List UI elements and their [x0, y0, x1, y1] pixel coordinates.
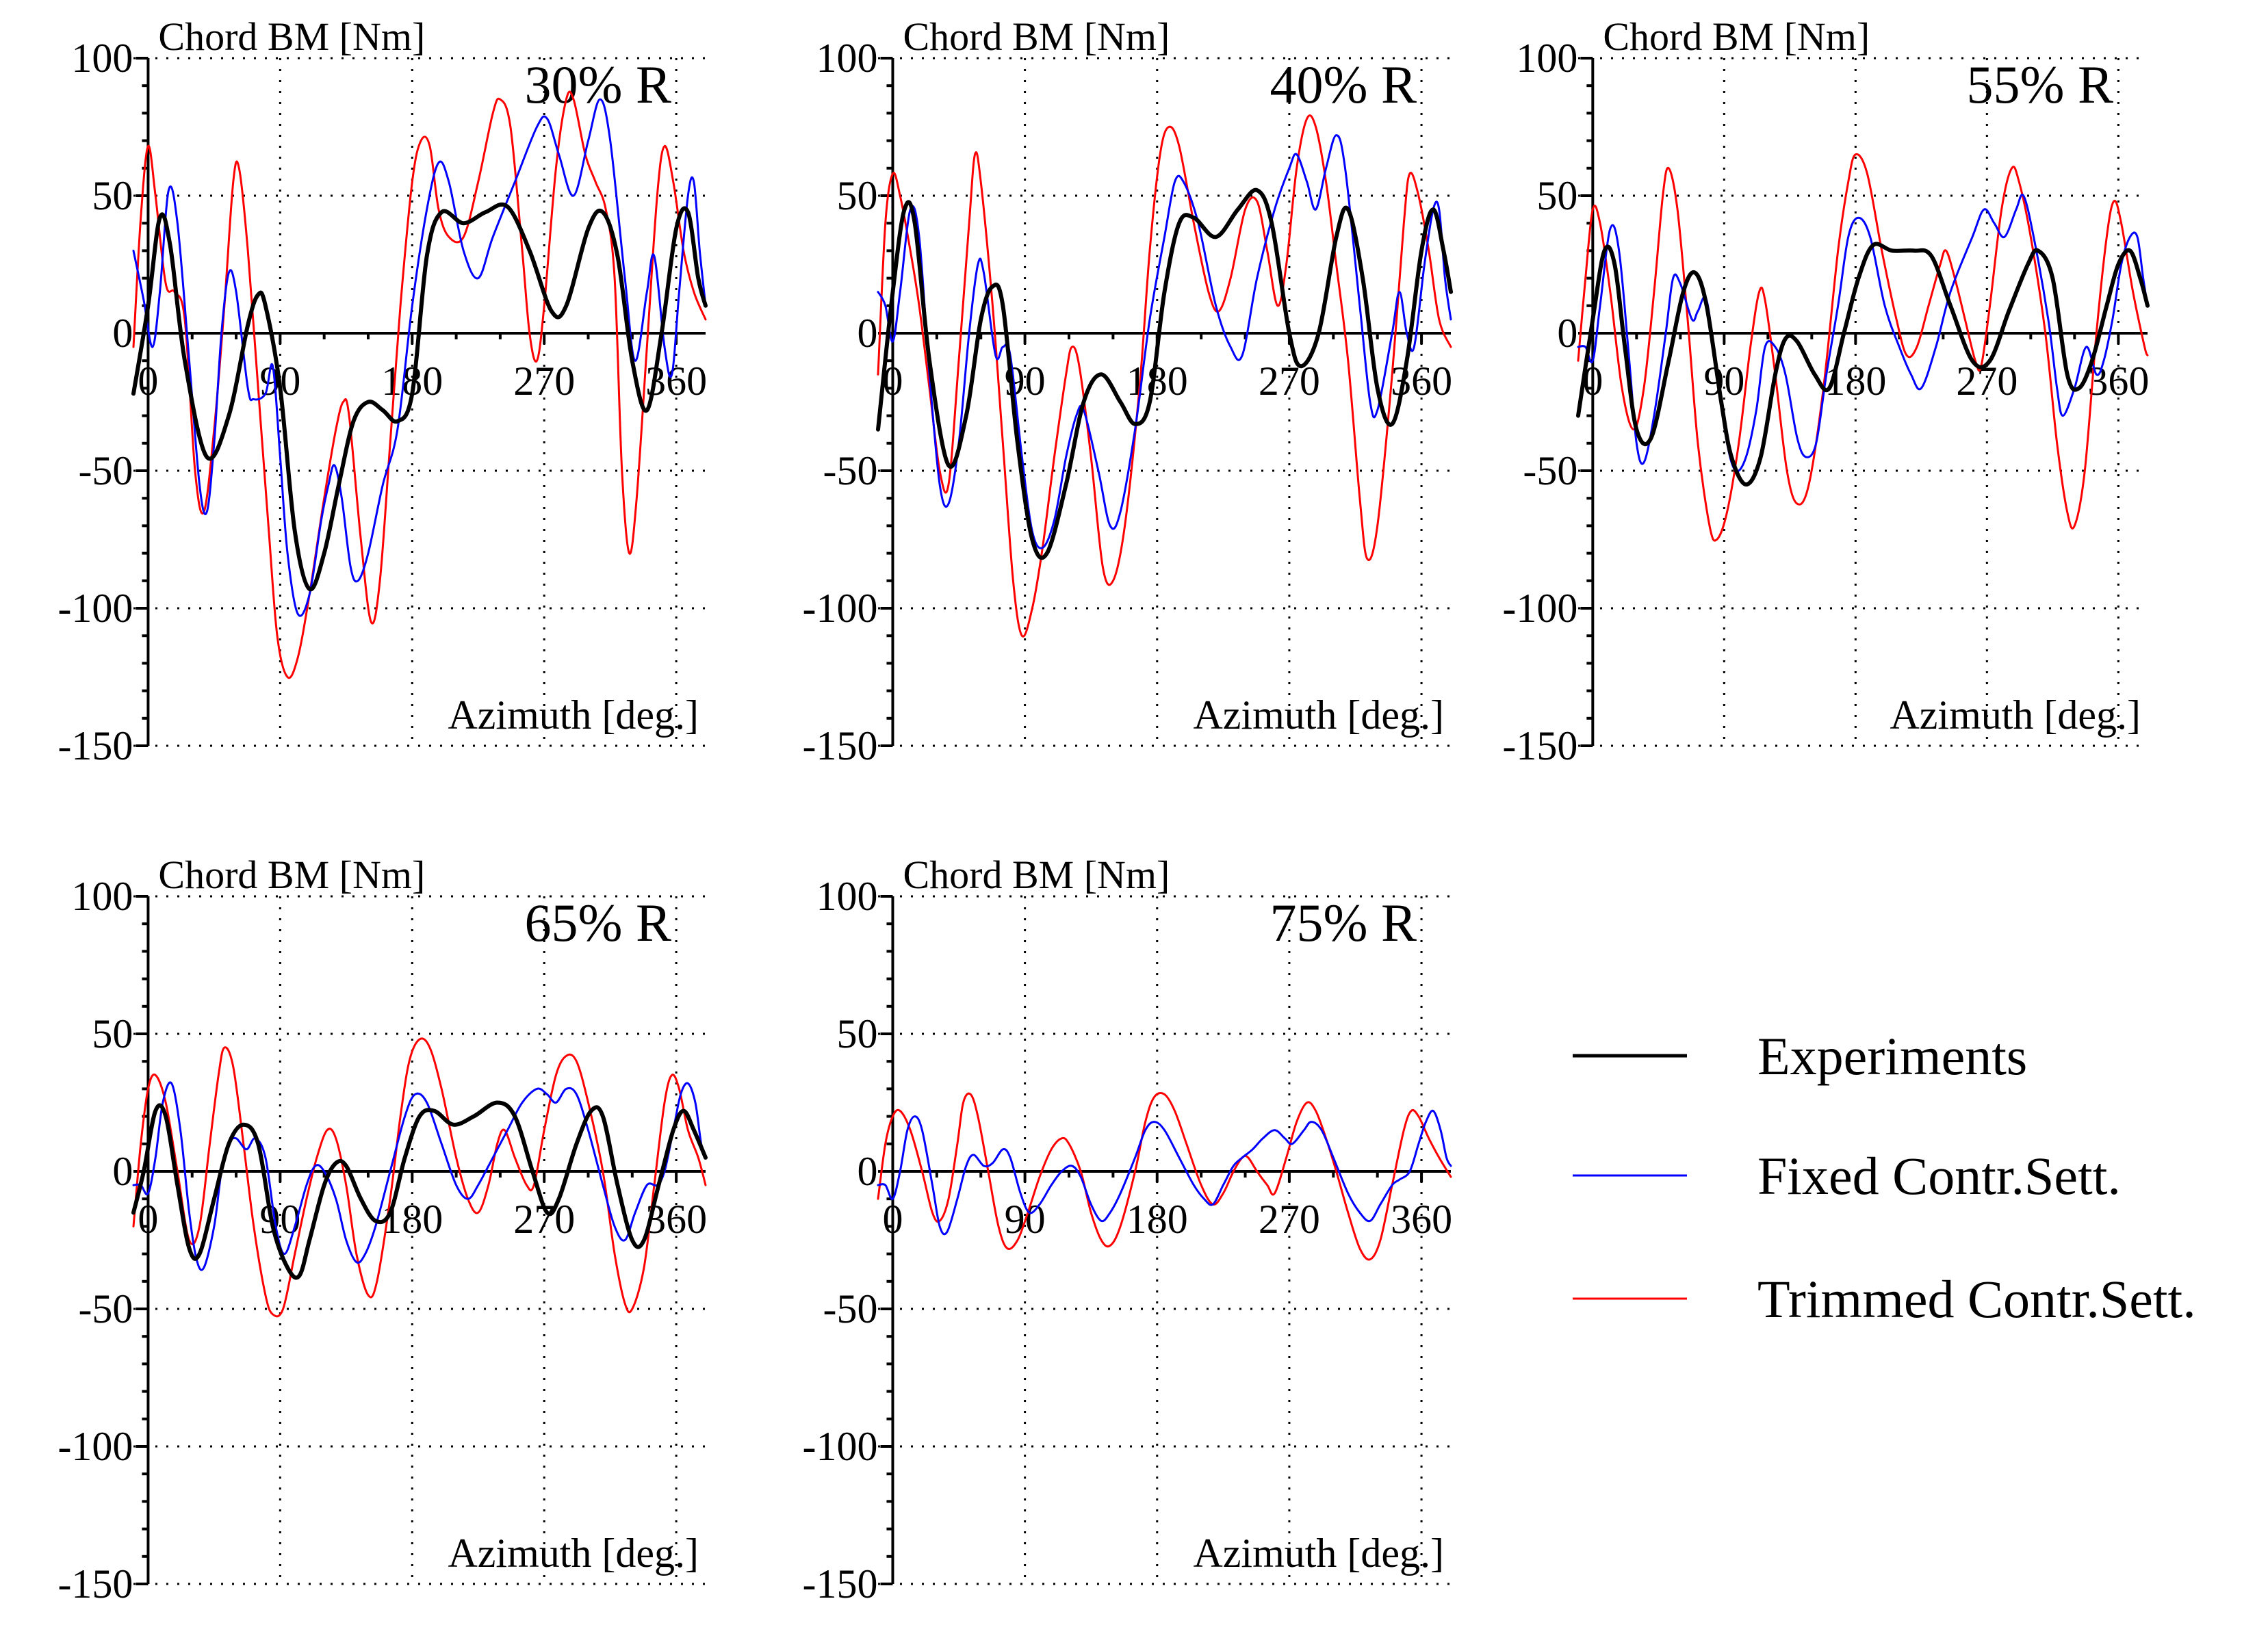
- legend-label: Fixed Contr.Sett.: [1757, 1146, 2121, 1206]
- y-tick-label: -150: [802, 1561, 877, 1607]
- y-tick-label: -100: [57, 586, 133, 631]
- y-tick-label: 50: [836, 173, 877, 218]
- y-tick-label: 0: [112, 311, 133, 356]
- y-tick-label: -150: [1502, 723, 1577, 768]
- x-tick-label: 270: [1259, 359, 1320, 404]
- x-tick-label: 90: [259, 1197, 300, 1242]
- y-tick-label: -50: [78, 1286, 133, 1331]
- y-tick-label: -150: [57, 1561, 133, 1607]
- y-axis-label: Chord BM [Nm]: [158, 14, 425, 59]
- x-tick-label: 360: [1391, 1197, 1452, 1242]
- series-line-fixed-contr-sett: [877, 134, 1452, 549]
- x-axis-label: Azimuth [deg.]: [448, 692, 699, 738]
- x-tick-label: 270: [1259, 1197, 1320, 1242]
- y-tick-label: 100: [816, 874, 877, 919]
- x-axis-label: Azimuth [deg.]: [1193, 692, 1444, 738]
- y-tick-label: 50: [92, 1011, 133, 1056]
- y-tick-label: 0: [1557, 311, 1577, 356]
- legend: Experiments Fixed Contr.Sett. Trimmed Cont…: [1573, 1026, 2196, 1329]
- series-line-trimmed-contr-sett: [877, 114, 1452, 638]
- series-line-trimmed-contr-sett: [1577, 153, 2149, 542]
- y-tick-label: -50: [78, 448, 133, 493]
- panel-title: 30% R: [525, 55, 672, 114]
- y-tick-label: -50: [1523, 448, 1577, 493]
- y-tick-label: -100: [802, 1424, 877, 1469]
- x-tick-label: 180: [381, 1197, 443, 1242]
- x-tick-label: 90: [1703, 359, 1744, 404]
- y-axis-label: Chord BM [Nm]: [158, 853, 425, 897]
- x-tick-label: 0: [138, 359, 158, 404]
- y-tick-label: -150: [802, 723, 877, 768]
- series-line-fixed-contr-sett: [877, 1109, 1452, 1236]
- y-tick-label: -100: [57, 1424, 133, 1469]
- panel-title: 75% R: [1270, 893, 1417, 952]
- y-tick-label: 50: [836, 1011, 877, 1056]
- y-tick-label: -100: [1502, 586, 1577, 631]
- series-line-trimmed-contr-sett: [132, 1037, 707, 1318]
- y-axis-label: Chord BM [Nm]: [903, 14, 1170, 59]
- y-tick-label: 100: [816, 36, 877, 81]
- y-tick-label: 0: [112, 1149, 133, 1194]
- series-line-experiments: [131, 1100, 708, 1280]
- y-tick-label: -50: [823, 1286, 877, 1331]
- y-tick-label: 50: [92, 173, 133, 218]
- y-tick-label: 100: [1516, 36, 1577, 81]
- y-tick-label: 100: [71, 874, 133, 919]
- x-axis-label: Azimuth [deg.]: [448, 1531, 699, 1576]
- series-line-fixed-contr-sett: [132, 98, 707, 617]
- x-tick-label: 180: [1126, 1197, 1188, 1242]
- y-tick-label: -150: [57, 723, 133, 768]
- y-tick-label: 0: [857, 311, 877, 356]
- series-line-fixed-contr-sett: [132, 1081, 707, 1271]
- x-tick-label: 0: [138, 1197, 158, 1242]
- x-tick-label: 0: [882, 1197, 903, 1242]
- y-axis-label: Chord BM [Nm]: [1603, 14, 1870, 59]
- panel-title: 55% R: [1967, 55, 2114, 114]
- panel-title: 40% R: [1270, 55, 1417, 114]
- y-tick-label: -100: [802, 586, 877, 631]
- x-axis-label: Azimuth [deg.]: [1193, 1531, 1444, 1576]
- legend-label: Experiments: [1757, 1026, 2027, 1086]
- y-axis-label: Chord BM [Nm]: [903, 853, 1170, 897]
- y-tick-label: -50: [823, 448, 877, 493]
- y-tick-label: 0: [857, 1149, 877, 1194]
- x-axis-label: Azimuth [deg.]: [1890, 692, 2141, 738]
- series-line-experiments: [1576, 242, 2150, 487]
- x-tick-label: 270: [513, 359, 575, 404]
- x-tick-label: 360: [2087, 359, 2149, 404]
- series-line-experiments: [876, 187, 1453, 560]
- series-line-fixed-contr-sett: [1577, 194, 2149, 473]
- series-line-experiments: [131, 202, 708, 592]
- y-tick-label: 100: [71, 36, 133, 81]
- panel-title: 65% R: [525, 893, 672, 952]
- y-tick-label: 50: [1536, 173, 1577, 218]
- series-line-trimmed-contr-sett: [877, 1091, 1452, 1261]
- legend-label: Trimmed Contr.Sett.: [1757, 1269, 2196, 1329]
